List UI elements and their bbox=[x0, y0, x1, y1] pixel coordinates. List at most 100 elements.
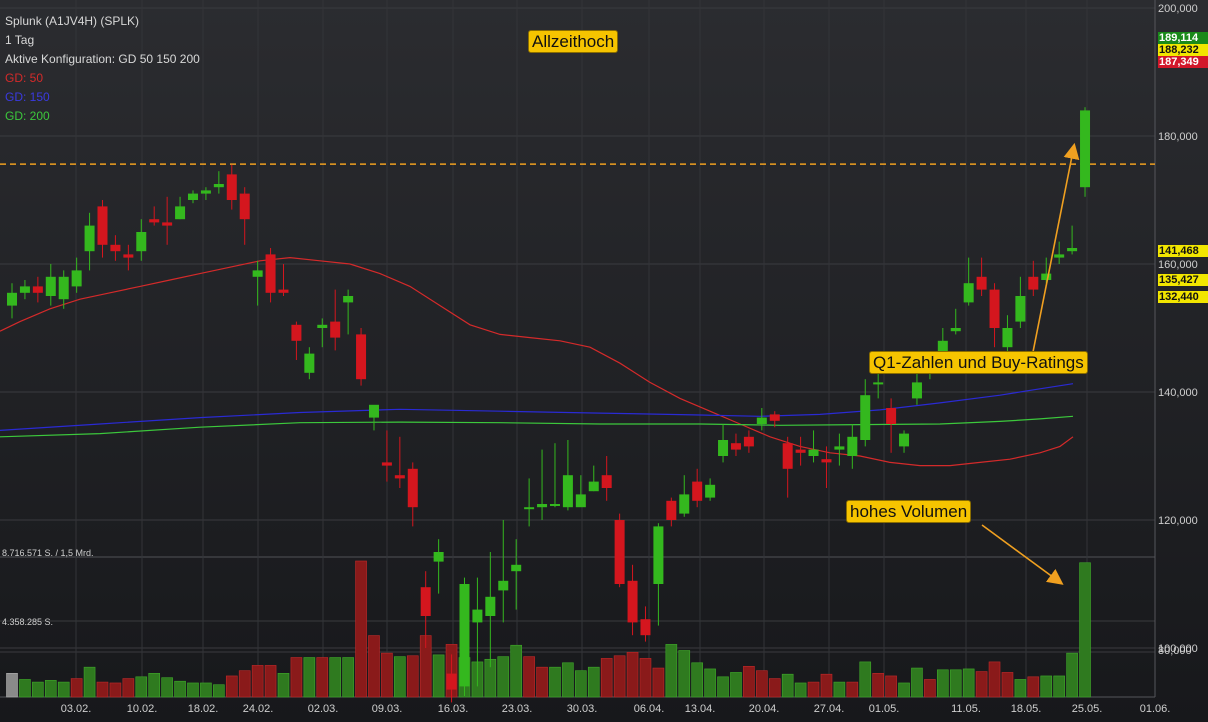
candle-body bbox=[847, 436, 858, 456]
volume-max-label: 8.716.571 S. / 1,5 Mrd. bbox=[2, 548, 94, 558]
volume-bar bbox=[238, 670, 251, 698]
y-tick-label: 100,000 bbox=[1158, 643, 1198, 655]
candle-body bbox=[84, 225, 95, 252]
x-tick-label: 27.04. bbox=[814, 703, 845, 715]
x-tick-label: 06.04. bbox=[634, 703, 665, 715]
volume-bar bbox=[807, 681, 820, 698]
candle-body bbox=[834, 446, 845, 450]
q1-arrow bbox=[1032, 142, 1080, 353]
candle-body bbox=[679, 494, 690, 514]
price-badge-low: 187,349 bbox=[1158, 56, 1208, 68]
candle-body bbox=[718, 440, 729, 456]
y-tick-label: 200,000 bbox=[1158, 3, 1198, 15]
price-badge-mid: 188,232 bbox=[1158, 44, 1208, 56]
candle-body bbox=[743, 436, 754, 447]
candle-body bbox=[136, 232, 147, 252]
candle-body bbox=[71, 270, 82, 287]
volume-bar bbox=[962, 668, 975, 698]
candle-body bbox=[433, 552, 444, 562]
volume-bar bbox=[600, 658, 613, 698]
candle-body bbox=[1080, 110, 1091, 188]
volume-bar bbox=[161, 677, 173, 698]
volume-bar bbox=[174, 680, 186, 698]
candle-body bbox=[330, 321, 341, 338]
candle-body bbox=[123, 254, 134, 258]
x-tick-label: 30.03. bbox=[567, 703, 598, 715]
candle-body bbox=[381, 462, 392, 466]
gd200-legend: GD: 200 bbox=[5, 109, 50, 123]
x-tick-label: 01.06. bbox=[1140, 703, 1171, 715]
candle-body bbox=[562, 475, 573, 508]
candle-body bbox=[511, 564, 522, 572]
x-tick-label: 13.04. bbox=[685, 703, 716, 715]
candle-body bbox=[537, 504, 548, 508]
candle-body bbox=[45, 276, 56, 296]
x-tick-label: 10.02. bbox=[127, 703, 158, 715]
price-badge-last: 189,114 bbox=[1158, 32, 1208, 44]
candle-body bbox=[1041, 273, 1052, 280]
volume-bar bbox=[225, 675, 238, 698]
volume-bar bbox=[937, 669, 949, 698]
x-tick-label: 18.05. bbox=[1011, 703, 1042, 715]
candle-body bbox=[265, 254, 276, 293]
candle-body bbox=[213, 184, 224, 188]
volume-bar bbox=[368, 635, 380, 698]
volume-bar bbox=[1066, 652, 1078, 698]
volume-bar bbox=[213, 684, 225, 698]
candle-body bbox=[756, 417, 767, 424]
candle-body bbox=[394, 475, 405, 479]
volume-bar bbox=[975, 671, 988, 698]
candle-body bbox=[162, 222, 173, 226]
config-label: Aktive Konfiguration: GD 50 150 200 bbox=[5, 52, 200, 66]
volume-bar bbox=[355, 560, 367, 698]
candle-body bbox=[200, 190, 211, 194]
volume-bar bbox=[536, 666, 548, 698]
volume-bar bbox=[1027, 676, 1040, 698]
volume-bar bbox=[820, 673, 833, 698]
volume-bar bbox=[549, 666, 561, 698]
candle-body bbox=[19, 286, 30, 293]
volume-bar bbox=[6, 673, 18, 698]
candle-body bbox=[963, 283, 974, 303]
volume-bar bbox=[406, 655, 419, 698]
q1-results-label: Q1-Zahlen und Buy-Ratings bbox=[869, 351, 1088, 374]
volume-mid-label: 4.358.285 S. bbox=[2, 617, 54, 627]
instrument-title: Splunk (A1JV4H) (SPLK) bbox=[5, 14, 140, 28]
gd200-line bbox=[0, 415, 1074, 438]
candle-body bbox=[1015, 296, 1026, 322]
candle-body bbox=[58, 276, 69, 300]
volume-bar bbox=[381, 652, 393, 698]
volume-bar bbox=[1079, 562, 1091, 698]
volume-bar bbox=[329, 657, 342, 698]
candle-body bbox=[989, 289, 1000, 328]
volume-bar bbox=[678, 650, 691, 698]
volume-bar bbox=[32, 681, 44, 698]
candle-body bbox=[524, 507, 535, 510]
price-badge-gd150: 141,468 bbox=[1158, 245, 1208, 257]
candle-body bbox=[32, 286, 43, 293]
candle-body bbox=[937, 340, 948, 354]
candle-body bbox=[911, 382, 922, 399]
volume-bar bbox=[19, 679, 31, 698]
volume-bar bbox=[251, 665, 264, 698]
volume-bar bbox=[846, 681, 859, 698]
gd50-legend: GD: 50 bbox=[5, 71, 44, 85]
x-tick-label: 18.02. bbox=[188, 703, 219, 715]
volume-bar bbox=[342, 657, 354, 698]
candle-body bbox=[317, 324, 328, 328]
candle-body bbox=[1002, 328, 1013, 348]
volume-bar bbox=[665, 644, 678, 698]
volume-bar bbox=[872, 673, 884, 698]
volume-bar bbox=[562, 662, 574, 698]
candle-body bbox=[459, 584, 470, 687]
price-badge-gd50: 132,440 bbox=[1158, 291, 1208, 303]
candle-body bbox=[485, 596, 496, 616]
volume-bar bbox=[200, 682, 212, 698]
volume-arrow bbox=[981, 524, 1064, 585]
volume-bar bbox=[859, 661, 872, 698]
interval-label: 1 Tag bbox=[5, 33, 35, 47]
candle-body bbox=[291, 324, 302, 341]
candle-body bbox=[278, 289, 289, 293]
volume-bar bbox=[717, 676, 729, 698]
